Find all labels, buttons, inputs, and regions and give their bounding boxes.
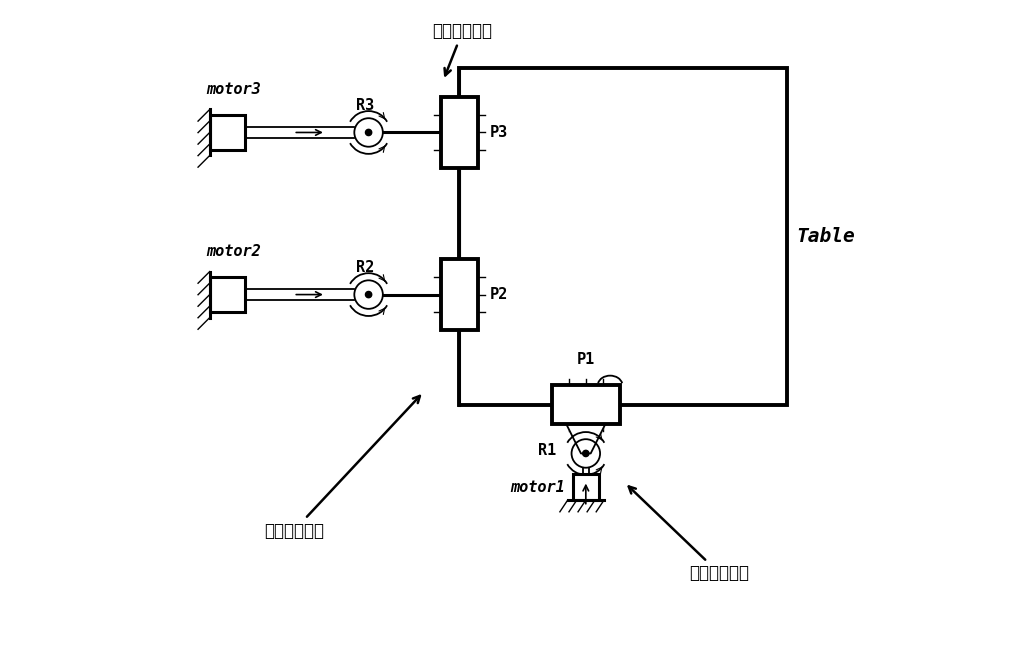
Bar: [209, 114, 246, 150]
Text: R2: R2: [357, 260, 375, 275]
Text: motor3: motor3: [206, 82, 261, 97]
Text: Table: Table: [797, 227, 855, 246]
Circle shape: [366, 292, 372, 298]
Text: motor2: motor2: [206, 244, 261, 259]
Text: R1: R1: [538, 443, 557, 458]
Text: P3: P3: [490, 125, 508, 140]
Text: P2: P2: [490, 287, 508, 302]
Circle shape: [582, 451, 589, 456]
Text: motor1: motor1: [510, 479, 565, 494]
Bar: [573, 474, 598, 500]
Polygon shape: [566, 424, 606, 453]
Circle shape: [366, 129, 372, 135]
Bar: [552, 385, 620, 424]
Text: 第二主动支链: 第二主动支链: [264, 396, 420, 540]
Bar: [209, 277, 246, 313]
Bar: [459, 67, 786, 405]
Bar: [441, 259, 479, 330]
Bar: [441, 97, 479, 168]
Text: P1: P1: [577, 353, 595, 367]
Text: 第三主动支链: 第三主动支链: [433, 22, 493, 75]
Text: 第一主动支链: 第一主动支链: [629, 487, 750, 583]
Text: R3: R3: [357, 98, 375, 113]
